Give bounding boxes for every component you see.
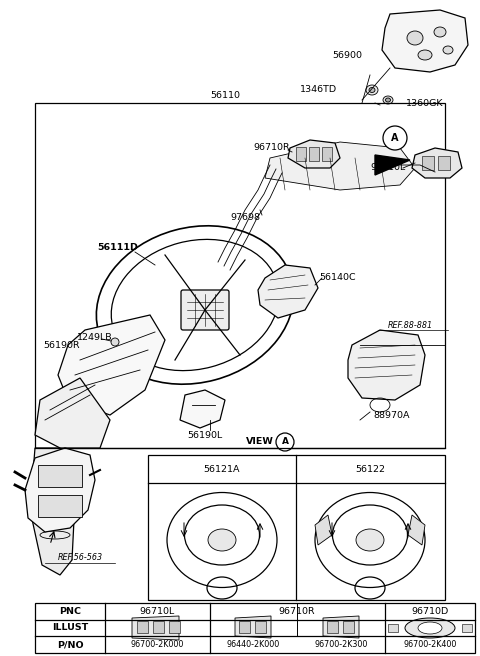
- Text: 56140C: 56140C: [320, 274, 356, 283]
- Bar: [169, 621, 180, 633]
- Bar: [309, 147, 319, 161]
- Polygon shape: [35, 378, 110, 448]
- Text: 96700-2K300: 96700-2K300: [314, 640, 368, 649]
- Ellipse shape: [333, 505, 408, 565]
- Polygon shape: [348, 330, 425, 400]
- Ellipse shape: [383, 96, 393, 104]
- Text: PNC: PNC: [59, 607, 81, 616]
- Bar: [239, 621, 250, 633]
- Bar: [327, 621, 338, 633]
- Polygon shape: [58, 315, 165, 415]
- Text: 96700-2K000: 96700-2K000: [130, 640, 184, 649]
- Text: 56110: 56110: [210, 91, 240, 100]
- Text: A: A: [391, 133, 399, 143]
- Ellipse shape: [369, 87, 375, 92]
- Text: ILLUST: ILLUST: [52, 623, 88, 632]
- Text: 88970A: 88970A: [374, 411, 410, 419]
- Text: REF.88-881: REF.88-881: [387, 321, 432, 329]
- Ellipse shape: [418, 50, 432, 60]
- Text: 56111D: 56111D: [97, 243, 138, 253]
- Bar: [322, 147, 332, 161]
- Ellipse shape: [434, 27, 446, 37]
- Text: 56122: 56122: [355, 464, 385, 474]
- Polygon shape: [315, 515, 332, 545]
- Bar: [38, 465, 82, 487]
- Polygon shape: [180, 390, 225, 428]
- Polygon shape: [288, 140, 340, 168]
- Polygon shape: [265, 142, 415, 190]
- Polygon shape: [408, 515, 425, 545]
- Ellipse shape: [366, 85, 378, 95]
- Ellipse shape: [418, 622, 442, 634]
- Circle shape: [383, 126, 407, 150]
- Polygon shape: [30, 448, 75, 575]
- Polygon shape: [382, 10, 468, 72]
- Text: REF.56-563: REF.56-563: [58, 554, 103, 562]
- Text: 1360GK: 1360GK: [406, 98, 444, 108]
- Text: 1249LB: 1249LB: [77, 333, 113, 342]
- Text: VIEW: VIEW: [246, 438, 274, 447]
- Bar: [438, 156, 450, 170]
- Text: 97698: 97698: [230, 213, 260, 222]
- Polygon shape: [412, 148, 462, 178]
- Bar: [422, 156, 434, 170]
- Bar: [388, 624, 398, 632]
- Ellipse shape: [405, 618, 455, 638]
- Text: A: A: [281, 438, 288, 447]
- Polygon shape: [323, 616, 359, 638]
- Text: 96710R: 96710R: [254, 144, 290, 152]
- Text: 96710R: 96710R: [279, 607, 315, 616]
- Bar: [343, 621, 354, 633]
- Ellipse shape: [208, 529, 236, 551]
- Bar: [153, 621, 164, 633]
- Bar: [137, 621, 148, 633]
- Polygon shape: [235, 616, 271, 638]
- Text: 96440-2K000: 96440-2K000: [227, 640, 280, 649]
- Ellipse shape: [385, 98, 391, 102]
- Polygon shape: [132, 616, 179, 640]
- Polygon shape: [25, 448, 95, 532]
- Text: 56190R: 56190R: [44, 340, 80, 350]
- Bar: [462, 624, 472, 632]
- Ellipse shape: [111, 239, 279, 371]
- Bar: [148, 455, 445, 600]
- Bar: [35, 603, 475, 653]
- Ellipse shape: [356, 529, 384, 551]
- Bar: [38, 495, 82, 517]
- Bar: [296, 147, 306, 161]
- Text: 56900: 56900: [332, 51, 362, 60]
- Ellipse shape: [443, 46, 453, 54]
- Text: 96710L: 96710L: [139, 607, 175, 616]
- Text: 96710L: 96710L: [371, 163, 406, 173]
- Text: P/NO: P/NO: [57, 640, 84, 649]
- Polygon shape: [375, 155, 410, 175]
- FancyBboxPatch shape: [181, 290, 229, 330]
- Circle shape: [276, 433, 294, 451]
- Bar: [35, 103, 445, 448]
- Text: 1346TD: 1346TD: [300, 85, 336, 94]
- Text: 56121A: 56121A: [204, 464, 240, 474]
- Polygon shape: [258, 265, 318, 318]
- Circle shape: [111, 338, 119, 346]
- Ellipse shape: [184, 505, 260, 565]
- Text: 96700-2K400: 96700-2K400: [403, 640, 456, 649]
- Text: 56190L: 56190L: [187, 430, 223, 440]
- Text: 96710D: 96710D: [411, 607, 449, 616]
- Ellipse shape: [407, 31, 423, 45]
- Bar: [255, 621, 266, 633]
